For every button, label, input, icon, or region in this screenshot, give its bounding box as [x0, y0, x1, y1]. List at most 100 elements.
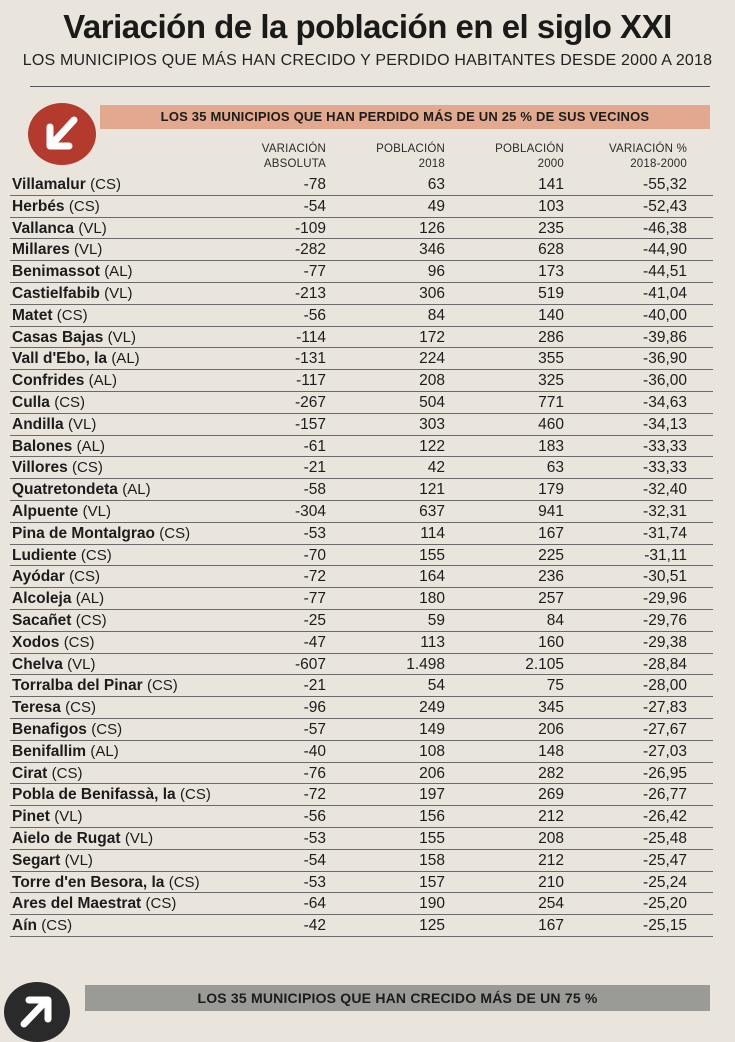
- province-code: (VL): [67, 655, 96, 673]
- municipality-name: Segart: [12, 851, 61, 869]
- population-2018-cell: 197: [419, 786, 445, 804]
- row-divider: [10, 717, 713, 719]
- province-code: (VL): [64, 851, 93, 869]
- pct-variation-cell: -44,90: [643, 241, 687, 259]
- table-row: Sacañet (CS) -25 59 84 -29,76: [0, 610, 735, 632]
- pct-variation-cell: -31,11: [644, 546, 687, 564]
- table-row: Herbés (CS) -54 49 103 -52,43: [0, 196, 735, 218]
- population-2018-cell: 249: [419, 699, 445, 717]
- row-divider: [10, 587, 713, 589]
- abs-variation-cell: -61: [303, 437, 326, 455]
- population-2018-cell: 346: [419, 241, 445, 259]
- population-2000-cell: 183: [538, 437, 564, 455]
- table-row: Ludiente (CS) -70 155 225 -31,11: [0, 545, 735, 567]
- population-2018-cell: 42: [427, 459, 445, 477]
- pct-variation-cell: -34,63: [643, 393, 687, 411]
- row-divider: [10, 478, 713, 480]
- pct-variation-cell: -26,77: [643, 786, 687, 804]
- population-2000-cell: 2.105: [525, 655, 564, 673]
- abs-variation-cell: -114: [296, 328, 326, 346]
- header-pct-variation: VARIACIÓN % 2018-2000: [608, 143, 687, 170]
- row-divider: [10, 783, 713, 785]
- pct-variation-cell: -25,20: [643, 895, 687, 913]
- table-row: Xodos (CS) -47 113 160 -29,38: [0, 632, 735, 654]
- abs-variation-cell: -304: [294, 502, 326, 520]
- population-2000-cell: 225: [538, 546, 564, 564]
- pct-variation-cell: -28,84: [643, 655, 687, 673]
- province-code: (AL): [88, 372, 117, 390]
- table-row: Vall d'Ebo, la (AL) -131 224 355 -36,90: [0, 348, 735, 371]
- pct-variation-cell: -34,13: [643, 415, 687, 433]
- abs-variation-cell: -21: [303, 459, 326, 477]
- table-row: Teresa (CS) -96 249 345 -27,83: [0, 697, 735, 719]
- abs-variation-cell: -72: [303, 786, 326, 804]
- table-row: Villores (CS) -21 42 63 -33,33: [0, 457, 735, 480]
- pct-variation-cell: -32,31: [643, 502, 687, 520]
- municipality-name: Vallanca: [12, 219, 75, 237]
- row-divider: [10, 390, 713, 392]
- table-header: VARIACIÓN ABSOLUTA POBLACIÓN 2018 POBLACIÓ…: [0, 142, 735, 174]
- municipality-name: Matet: [12, 306, 53, 324]
- province-code: (CS): [159, 524, 191, 542]
- table-row: Pinet (VL) -56 156 212 -26,42: [0, 806, 735, 828]
- row-divider: [10, 194, 713, 196]
- municipality-name: Culla: [12, 393, 50, 411]
- province-code: (CS): [145, 895, 177, 913]
- abs-variation-cell: -58: [303, 481, 326, 499]
- province-code: (AL): [122, 481, 151, 499]
- municipality-name: Quatretondeta: [12, 481, 118, 499]
- row-divider: [10, 870, 713, 872]
- population-2000-cell: 236: [538, 568, 564, 586]
- population-2018-cell: 303: [419, 415, 445, 433]
- row-divider: [10, 565, 713, 567]
- abs-variation-cell: -47: [303, 633, 326, 651]
- row-divider: [10, 935, 713, 937]
- table-row: Alcoleja (AL) -77 180 257 -29,96: [0, 588, 735, 610]
- row-divider: [10, 848, 713, 850]
- population-2000-cell: 103: [538, 197, 564, 215]
- population-2000-cell: 286: [538, 328, 564, 346]
- province-code: (CS): [56, 306, 88, 324]
- row-divider: [10, 826, 713, 828]
- pct-variation-cell: -44,51: [643, 263, 687, 281]
- population-2018-cell: 637: [419, 502, 445, 520]
- pct-variation-cell: -36,00: [643, 372, 687, 390]
- pct-variation-cell: -31,74: [643, 524, 687, 542]
- province-code: (VL): [124, 829, 154, 847]
- population-2000-cell: 160: [538, 633, 564, 651]
- municipality-name: Benifallim: [12, 742, 87, 760]
- population-2000-cell: 210: [538, 873, 564, 891]
- municipality-cell: Benifallim (AL): [12, 742, 119, 762]
- pct-variation-cell: -41,04: [643, 284, 687, 302]
- population-2000-cell: 212: [538, 808, 564, 826]
- pct-variation-cell: -46,38: [643, 219, 687, 237]
- row-divider: [10, 608, 713, 610]
- population-2018-cell: 180: [419, 590, 445, 608]
- population-2000-cell: 84: [546, 611, 564, 629]
- province-code: (CS): [168, 873, 200, 891]
- pct-variation-cell: -29,76: [643, 611, 687, 629]
- abs-variation-cell: -25: [303, 611, 326, 629]
- section-banner-gained: LOS 35 MUNICIPIOS QUE HAN CRECIDO MÁS DE…: [85, 985, 710, 1011]
- abs-variation-cell: -282: [294, 241, 326, 259]
- population-2000-cell: 167: [538, 917, 564, 935]
- province-code: (VL): [67, 415, 97, 433]
- abs-variation-cell: -213: [294, 284, 326, 302]
- municipality-cell: Balones (AL): [12, 437, 105, 457]
- population-2000-cell: 460: [538, 415, 564, 433]
- municipality-cell: Casas Bajas (VL): [12, 328, 136, 348]
- municipality-name: Aín: [12, 917, 37, 935]
- municipality-cell: Torralba del Pinar (CS): [12, 676, 178, 696]
- population-2018-cell: 113: [420, 633, 445, 651]
- pct-variation-cell: -25,15: [643, 917, 687, 935]
- municipality-name: Benimassot: [12, 263, 100, 281]
- municipality-cell: Quatretondeta (AL): [12, 480, 151, 500]
- pct-variation-cell: -29,38: [643, 633, 687, 651]
- row-divider: [10, 238, 713, 240]
- table-row: Quatretondeta (AL) -58 121 179 -32,40: [0, 479, 735, 501]
- title-divider: [30, 86, 710, 87]
- abs-variation-cell: -157: [294, 415, 326, 433]
- municipality-name: Ares del Maestrat: [12, 895, 142, 913]
- arrow-down-left-icon: [28, 103, 96, 165]
